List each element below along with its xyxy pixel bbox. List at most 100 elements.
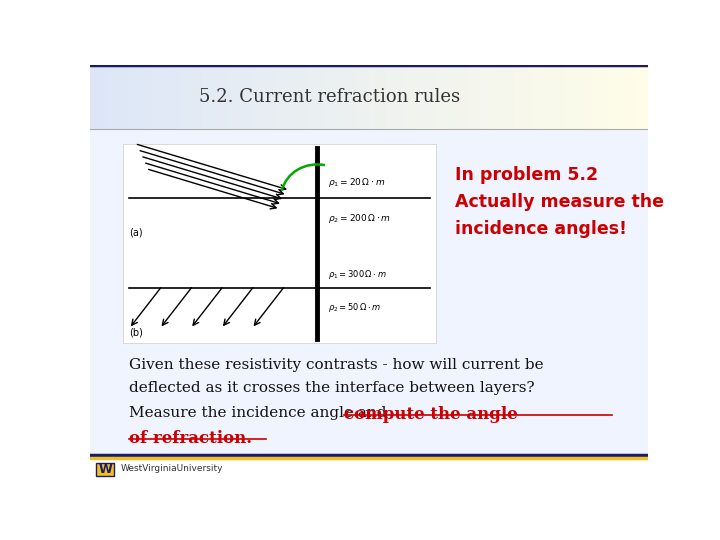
Bar [431, 65, 436, 129]
Bar [96, 65, 102, 129]
Bar [419, 65, 426, 129]
Text: $\rho_2 = 50\,\Omega\cdot m$: $\rho_2 = 50\,\Omega\cdot m$ [328, 301, 382, 314]
Bar [531, 65, 537, 129]
Bar [280, 65, 286, 129]
Bar [274, 65, 280, 129]
Bar [559, 65, 565, 129]
FancyBboxPatch shape [96, 463, 114, 476]
Bar [425, 65, 431, 129]
Bar [615, 65, 621, 129]
Bar [285, 65, 292, 129]
Bar [218, 65, 225, 129]
Text: Measure the incidence angle and: Measure the incidence angle and [129, 406, 392, 420]
Bar [542, 65, 548, 129]
Bar [352, 65, 359, 129]
Bar [224, 65, 230, 129]
Bar [230, 65, 235, 129]
Bar [481, 65, 487, 129]
Bar [631, 65, 637, 129]
Bar [124, 144, 436, 343]
Bar [575, 65, 582, 129]
Bar [252, 65, 258, 129]
Bar [637, 65, 643, 129]
Bar [447, 65, 454, 129]
Bar [307, 65, 314, 129]
Bar [626, 65, 632, 129]
Text: W: W [98, 463, 112, 476]
Bar [392, 65, 397, 129]
Bar [145, 65, 152, 129]
Bar [386, 65, 392, 129]
Text: Actually measure the: Actually measure the [456, 193, 665, 211]
Bar [118, 65, 124, 129]
Bar [163, 65, 168, 129]
Bar [263, 65, 269, 129]
Bar [302, 65, 308, 129]
Bar [514, 65, 521, 129]
Bar [526, 65, 531, 129]
Text: $\rho_2 = 200\,\Omega\cdot m$: $\rho_2 = 200\,\Omega\cdot m$ [328, 212, 392, 225]
Bar [587, 65, 593, 129]
Bar [129, 65, 135, 129]
Bar [174, 65, 180, 129]
Text: $\rho_1 = 20\,\Omega\cdot m$: $\rho_1 = 20\,\Omega\cdot m$ [328, 176, 386, 189]
Bar [90, 129, 648, 456]
Bar [324, 65, 330, 129]
Bar [269, 65, 275, 129]
Bar [547, 65, 554, 129]
Bar [168, 65, 174, 129]
Bar [570, 65, 576, 129]
Bar [642, 65, 649, 129]
Bar [190, 65, 197, 129]
Bar [358, 65, 364, 129]
Bar [258, 65, 264, 129]
Bar [564, 65, 570, 129]
Bar [179, 65, 186, 129]
Bar [336, 65, 342, 129]
Text: 5.2. Current refraction rules: 5.2. Current refraction rules [199, 88, 461, 106]
Bar [135, 65, 141, 129]
Text: compute the angle: compute the angle [344, 406, 518, 423]
Bar [240, 65, 247, 129]
Bar [90, 65, 96, 129]
Text: $\rho_1 = 300\,\Omega\cdot m$: $\rho_1 = 300\,\Omega\cdot m$ [328, 268, 387, 281]
Bar [459, 65, 464, 129]
Bar [397, 65, 403, 129]
Bar [593, 65, 598, 129]
Bar [207, 65, 213, 129]
Bar [374, 65, 381, 129]
Bar [341, 65, 347, 129]
Bar [380, 65, 387, 129]
Bar [347, 65, 353, 129]
Bar [475, 65, 481, 129]
Bar [441, 65, 448, 129]
Bar [498, 65, 503, 129]
Bar [330, 65, 336, 129]
Bar [246, 65, 253, 129]
Text: Given these resistivity contrasts - how will current be: Given these resistivity contrasts - how … [129, 358, 544, 372]
Bar [408, 65, 414, 129]
Bar [213, 65, 219, 129]
Bar [581, 65, 588, 129]
Bar [598, 65, 604, 129]
Text: (b): (b) [129, 327, 143, 337]
Bar [364, 65, 369, 129]
Bar [369, 65, 375, 129]
Bar [151, 65, 158, 129]
Bar [503, 65, 509, 129]
Bar [124, 65, 130, 129]
Bar [140, 65, 146, 129]
Bar [492, 65, 498, 129]
Bar [297, 65, 302, 129]
Text: of refraction.: of refraction. [129, 430, 252, 447]
Bar [235, 65, 241, 129]
Bar [603, 65, 610, 129]
Bar [536, 65, 543, 129]
Bar [453, 65, 459, 129]
Bar [486, 65, 492, 129]
Bar [402, 65, 409, 129]
Bar [413, 65, 420, 129]
Bar [157, 65, 163, 129]
Text: (a): (a) [129, 227, 143, 237]
Text: incidence angles!: incidence angles! [456, 220, 627, 238]
